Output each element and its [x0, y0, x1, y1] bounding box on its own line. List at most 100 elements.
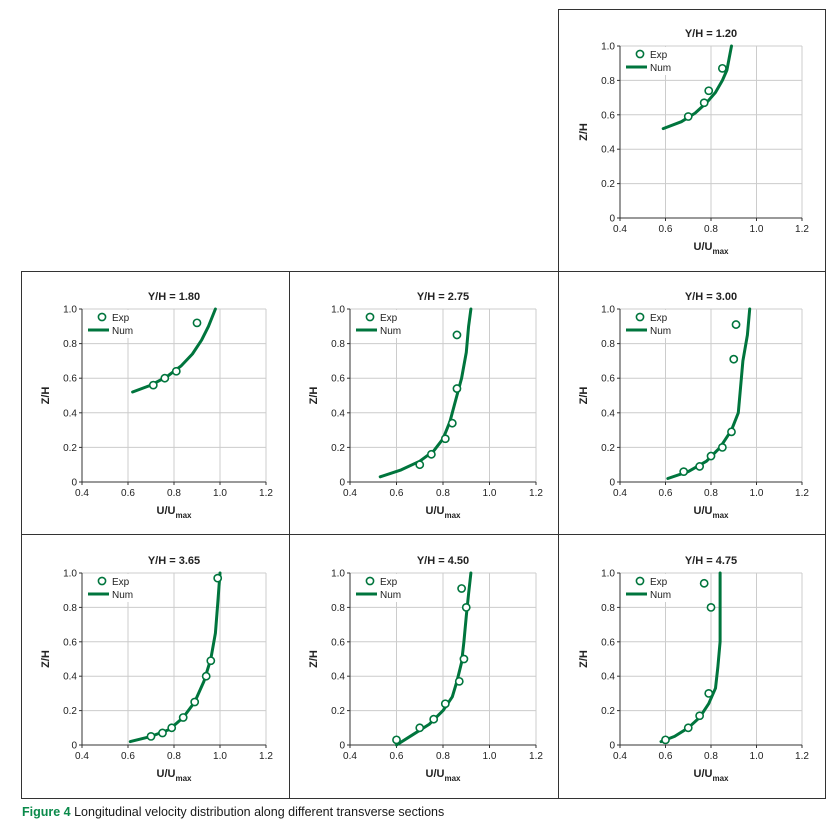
y-tick-label: 1.0	[601, 42, 615, 53]
y-tick-label: 0	[339, 741, 345, 752]
data-point-exp	[699, 98, 709, 108]
data-point-exp	[192, 318, 202, 328]
y-tick-label: 0.2	[601, 706, 615, 717]
x-axis-label: U/Umax	[157, 505, 193, 520]
y-axis-label: Z/H	[578, 123, 590, 141]
x-axis-label: U/Umax	[426, 768, 462, 783]
chart-title: Y/H = 4.75	[685, 555, 737, 567]
x-tick-label: 0.6	[659, 488, 673, 499]
x-tick-label: 1.0	[750, 488, 764, 499]
chart-panel: 0.4 0.6 0.8 1.0 1.2 0 0.2 0.4 0.6 0.8 1.0 Y/H = 1.2…	[578, 28, 809, 256]
y-tick-label: 0.8	[601, 603, 615, 614]
chart-panel: 0.4 0.6 0.8 1.0 1.2 0 0.2 0.4 0.6 0.8 1.0 Y/H = 4.5…	[308, 555, 543, 783]
x-tick-label: 0.4	[75, 488, 89, 499]
legend: Exp Num	[83, 310, 143, 338]
x-axis-label: U/Umax	[694, 241, 730, 256]
data-point-exp	[704, 689, 714, 698]
x-tick-label: 1.2	[795, 224, 809, 235]
x-tick-label: 1.0	[213, 488, 227, 499]
y-axis-label: Z/H	[308, 650, 320, 668]
x-tick-label: 0.8	[704, 488, 718, 499]
x-tick-label: 0.4	[613, 488, 627, 499]
y-tick-label: 0.6	[331, 637, 345, 648]
legend: Exp Num	[351, 310, 411, 338]
x-tick-label: 1.2	[259, 488, 273, 499]
x-axis-label: U/Umax	[694, 505, 730, 520]
y-tick-label: 1.0	[331, 305, 345, 316]
legend-label-exp: Exp	[112, 313, 130, 324]
x-tick-label: 0.4	[343, 751, 357, 762]
x-tick-label: 0.4	[613, 751, 627, 762]
y-tick-label: 0.6	[63, 637, 77, 648]
legend-box	[351, 574, 411, 602]
legend-box	[621, 310, 681, 338]
x-tick-label: 0.6	[659, 751, 673, 762]
x-axis-label: U/Umax	[157, 768, 193, 783]
chart-title: Y/H = 1.80	[148, 291, 200, 303]
data-point-exp	[729, 354, 739, 364]
data-point-exp	[699, 578, 709, 588]
x-tick-label: 0.4	[75, 751, 89, 762]
x-axis-label: U/Umax	[694, 768, 730, 783]
x-tick-label: 1.2	[795, 488, 809, 499]
chart-title: Y/H = 1.20	[685, 28, 737, 40]
data-point-exp	[206, 656, 216, 666]
legend: Exp Num	[621, 574, 681, 602]
legend-label-exp: Exp	[650, 313, 668, 324]
chart-title: Y/H = 3.00	[685, 291, 737, 303]
figure-caption: Figure 4 Longitudinal velocity distribut…	[22, 805, 444, 819]
legend-label-exp: Exp	[650, 50, 668, 61]
y-tick-label: 0.8	[63, 339, 77, 350]
y-tick-label: 0.8	[63, 603, 77, 614]
data-point-exp	[392, 735, 401, 745]
x-tick-label: 0.8	[704, 224, 718, 235]
y-tick-label: 0	[71, 478, 77, 489]
data-point-exp	[683, 112, 693, 121]
charts-layer: 0.4 0.6 0.8 1.0 1.2 0 0.2 0.4 0.6 0.8 1.0 Y/H = 1.2…	[40, 28, 809, 783]
data-point-exp	[158, 728, 167, 738]
legend-box	[83, 574, 143, 602]
x-tick-label: 1.0	[213, 751, 227, 762]
legend-marker-exp	[635, 312, 645, 322]
x-tick-label: 0.4	[343, 488, 357, 499]
legend-box	[621, 574, 681, 602]
y-tick-label: 0.2	[331, 443, 345, 454]
legend-label-num: Num	[650, 326, 671, 337]
y-tick-label: 0.2	[601, 179, 615, 190]
data-point-exp	[415, 460, 425, 470]
legend-marker-exp	[97, 312, 107, 322]
x-axis-label: U/Umax	[426, 505, 462, 520]
y-tick-label: 0	[609, 741, 615, 752]
data-point-exp	[440, 699, 450, 709]
chart-panel: 0.4 0.6 0.8 1.0 1.2 0 0.2 0.4 0.6 0.8 1.0 Y/H = 4.7…	[578, 555, 809, 783]
legend-box	[83, 310, 143, 338]
x-tick-label: 1.2	[259, 751, 273, 762]
y-axis-label: Z/H	[40, 650, 52, 668]
x-tick-label: 0.6	[121, 488, 135, 499]
x-tick-label: 1.0	[483, 751, 497, 762]
data-point-exp	[447, 418, 457, 428]
y-tick-label: 0	[71, 741, 77, 752]
legend-label-exp: Exp	[380, 313, 398, 324]
data-point-exp	[706, 451, 716, 461]
x-tick-label: 0.8	[436, 488, 450, 499]
legend-label-num: Num	[380, 590, 401, 601]
y-tick-label: 0.4	[331, 672, 345, 683]
chart-title: Y/H = 4.50	[417, 555, 469, 567]
legend-label-exp: Exp	[650, 577, 668, 588]
series-line-num	[659, 571, 722, 744]
y-tick-label: 0	[609, 214, 615, 225]
y-axis-label: Z/H	[40, 387, 52, 405]
legend: Exp Num	[621, 47, 681, 75]
data-point-exp	[461, 603, 471, 612]
legend: Exp Num	[351, 574, 411, 602]
chart-panel: 0.4 0.6 0.8 1.0 1.2 0 0.2 0.4 0.6 0.8 1.0 Y/H = 1.8…	[40, 291, 273, 520]
y-tick-label: 0.4	[601, 672, 615, 683]
y-axis-label: Z/H	[578, 387, 590, 405]
y-tick-label: 0.6	[601, 637, 615, 648]
y-tick-label: 0.6	[601, 374, 615, 385]
data-point-exp	[415, 723, 425, 733]
legend-label-exp: Exp	[380, 577, 398, 588]
data-point-exp	[457, 584, 466, 593]
data-point-exp	[706, 603, 716, 612]
